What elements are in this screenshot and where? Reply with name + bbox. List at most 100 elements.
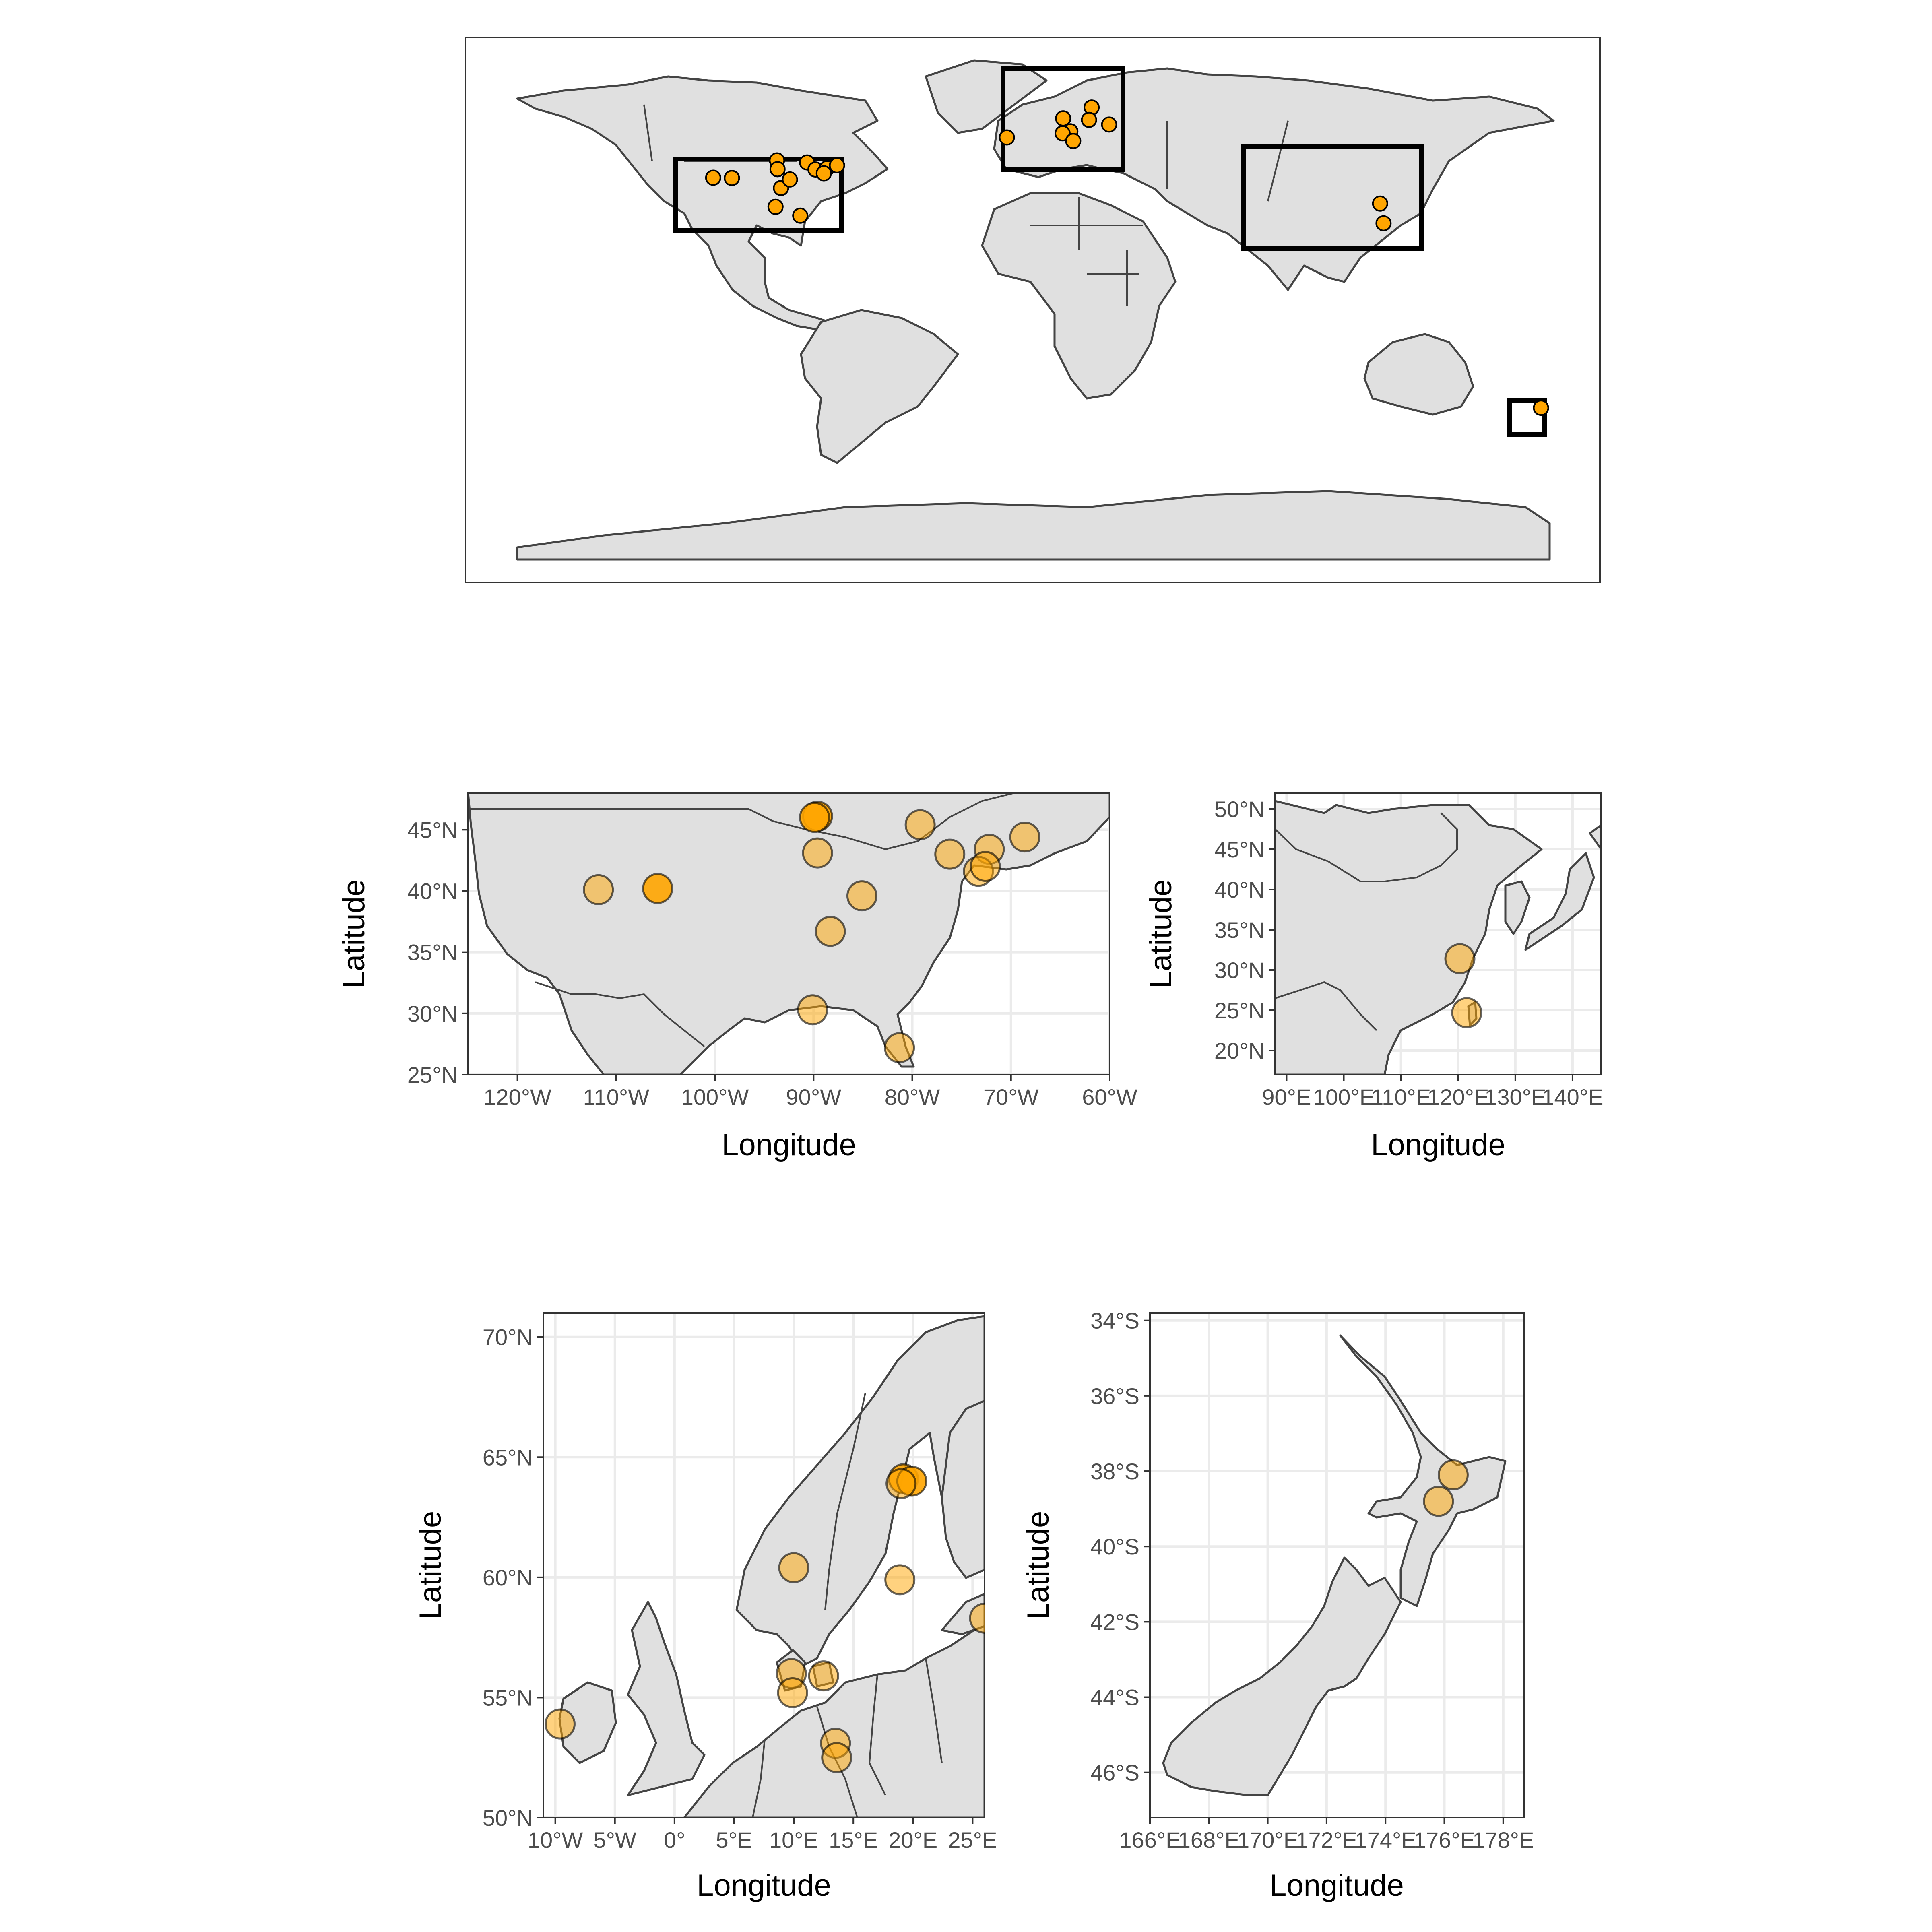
africa-land [981,192,1177,400]
x-tick-label: 10°E [769,1827,818,1853]
x-tick-label: 15°E [829,1827,878,1853]
north-america-frame [467,792,1110,1075]
europe-panel: 10°W 5°W 0° 5°E 10°E 15°E 20°E 25°E 50°N 55°N 60°… [413,1312,997,1903]
y-tick-label: 50°N [483,1805,533,1831]
y-tick-label: 70°N [483,1325,533,1350]
site-point [1423,1486,1454,1517]
world-site-point [705,169,721,186]
world-points [705,99,1549,416]
north-america-points [583,801,1040,1063]
world-site-point [1065,133,1082,149]
x-tick-label: 130°E [1484,1084,1546,1110]
world-region-boxes [673,66,1547,437]
us-mexico-border [535,981,705,1047]
region-box-europe [1001,66,1125,172]
world-site-point [1054,125,1071,142]
site-point [886,1468,917,1499]
japan-land [1524,824,1601,951]
south-island-land [1162,1556,1402,1796]
region-box-east-asia [1241,144,1424,251]
x-tick-label: 176°E [1414,1827,1475,1853]
x-tick-label: 5°W [594,1827,637,1853]
mongolia-border [1275,812,1458,882]
x-tick-label: 172°E [1296,1827,1357,1853]
site-point [797,994,828,1026]
y-tick-label: 50°N [1214,797,1265,822]
y-tick-label: 20°N [1214,1038,1265,1063]
europe-points [544,1463,985,1773]
world-site-point [1101,116,1117,133]
region-box-new-zealand [1507,398,1547,437]
x-tick-label: 120°E [1427,1084,1489,1110]
y-tick-label: 45°N [407,817,458,842]
x-tick-label: 110°W [583,1084,650,1110]
world-site-point [1372,195,1388,212]
site-point [544,1708,576,1740]
south-america-land [800,309,959,464]
x-tick-label: 60°W [1082,1084,1137,1110]
north-america-y-label: Latitude [337,879,371,988]
x-tick-label: 90°W [786,1084,842,1110]
europe-x-label: Longitude [697,1868,831,1903]
north-america-y-ticks: 25°N 30°N 35°N 40°N 45°N [407,817,468,1088]
site-point [884,1032,915,1063]
y-tick-label: 40°N [1214,877,1265,902]
site-point [778,1552,809,1583]
site-point [1437,1459,1469,1490]
southeast-asia-border [1275,981,1377,1031]
x-tick-label: 168°E [1178,1827,1240,1853]
x-tick-label: 178°E [1472,1827,1534,1853]
world-site-point [792,207,809,224]
site-point [815,916,846,947]
greenland-land [925,59,1048,134]
x-tick-label: 20°E [888,1827,937,1853]
x-tick-label: 10°W [528,1827,583,1853]
site-point [904,809,936,840]
x-tick-label: 100°E [1313,1084,1375,1110]
x-tick-label: 170°E [1237,1827,1298,1853]
world-site-point [829,157,845,173]
new-zealand-points [1423,1459,1469,1517]
east-asia-x-label: Longitude [1371,1128,1505,1162]
world-site-point [1533,400,1549,416]
y-tick-label: 25°N [1214,998,1265,1023]
antarctica-land [516,490,1551,561]
site-point [821,1742,852,1773]
x-tick-label: 140°E [1542,1084,1603,1110]
y-tick-label: 30°N [407,1001,458,1026]
site-point [642,873,673,904]
north-america-panel: 120°W 110°W 100°W 90°W 80°W 70°W 60°W 25°N 30°N… [337,792,1137,1162]
x-tick-label: 110°E [1371,1084,1431,1110]
site-point [808,1660,839,1692]
y-tick-label: 60°N [483,1565,533,1590]
korea-land [1504,880,1531,935]
x-tick-label: 70°W [983,1084,1039,1110]
x-tick-label: 80°W [885,1084,940,1110]
north-island-land [1339,1334,1507,1607]
us-canada-border [468,793,1015,850]
y-tick-label: 42°S [1090,1609,1139,1635]
x-tick-label: 174°E [1355,1827,1416,1853]
europe-frame [543,1312,985,1818]
world-site-point [1055,110,1071,127]
x-tick-label: 120°W [483,1084,551,1110]
east-asia-land [1275,800,1601,1075]
great-britain-land [627,1601,706,1796]
world-site-point [815,165,832,182]
x-tick-label: 25°E [948,1827,997,1853]
y-tick-label: 25°N [407,1062,458,1088]
y-tick-label: 38°S [1090,1459,1139,1484]
site-point [799,802,830,833]
north-america-x-ticks: 120°W 110°W 100°W 90°W 80°W 70°W 60°W [483,1075,1137,1110]
y-tick-label: 40°N [407,878,458,904]
y-tick-label: 35°N [407,940,458,965]
site-point [934,838,966,870]
x-tick-label: 100°W [681,1084,749,1110]
site-point [777,1677,808,1708]
site-point [1444,943,1476,974]
